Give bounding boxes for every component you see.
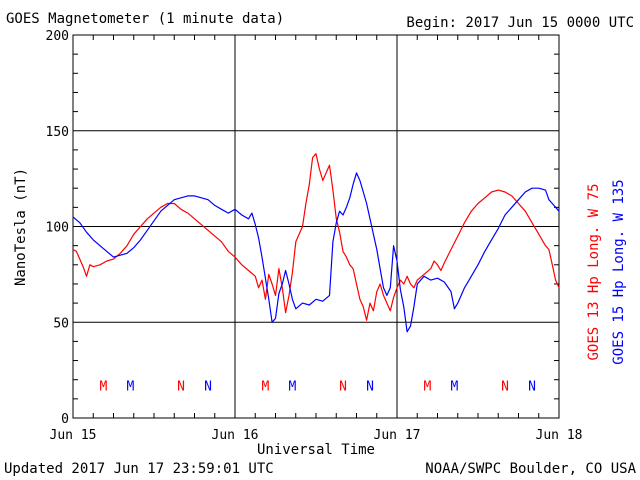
x-tick-label: Jun 17 [374, 428, 421, 443]
marker-n: N [528, 379, 536, 394]
x-axis-label: Universal Time [257, 442, 375, 458]
y-tick-label: 200 [46, 29, 69, 44]
chart-title: GOES Magnetometer (1 minute data) [6, 11, 284, 27]
marker-m: M [261, 379, 269, 394]
updated-text: Updated 2017 Jun 17 23:59:01 UTC [4, 461, 274, 477]
marker-n: N [177, 379, 185, 394]
y-tick-label: 100 [46, 221, 69, 236]
marker-m: M [126, 379, 134, 394]
marker-n: N [204, 379, 212, 394]
marker-m: M [423, 379, 431, 394]
x-tick-label: Jun 16 [212, 428, 259, 443]
y-tick-label: 150 [46, 125, 69, 140]
legend-goes15: GOES 15 Hp Long. W 135 [611, 179, 627, 364]
x-tick-label: Jun 18 [536, 428, 583, 443]
x-tick-label: Jun 15 [50, 428, 97, 443]
marker-m: M [99, 379, 107, 394]
series-line-goes13 [72, 153, 560, 321]
y-tick-label: 0 [61, 412, 69, 427]
marker-m: M [288, 379, 296, 394]
marker-m: M [450, 379, 458, 394]
y-axis-label: NanoTesla (nT) [13, 168, 29, 286]
legend-goes13: GOES 13 Hp Long. W 75 [586, 183, 602, 360]
begin-label: Begin: 2017 Jun 15 0000 UTC [406, 15, 634, 31]
credit-text: NOAA/SWPC Boulder, CO USA [425, 461, 636, 477]
marker-n: N [366, 379, 374, 394]
series-line-goes15 [72, 172, 560, 333]
y-tick-label: 50 [53, 316, 69, 331]
marker-n: N [339, 379, 347, 394]
plot-area: 0 50 100 150 200 Jun 15 Jun 16 Jun 17 Jun 18 M M N N… [46, 29, 583, 443]
marker-n: N [501, 379, 509, 394]
